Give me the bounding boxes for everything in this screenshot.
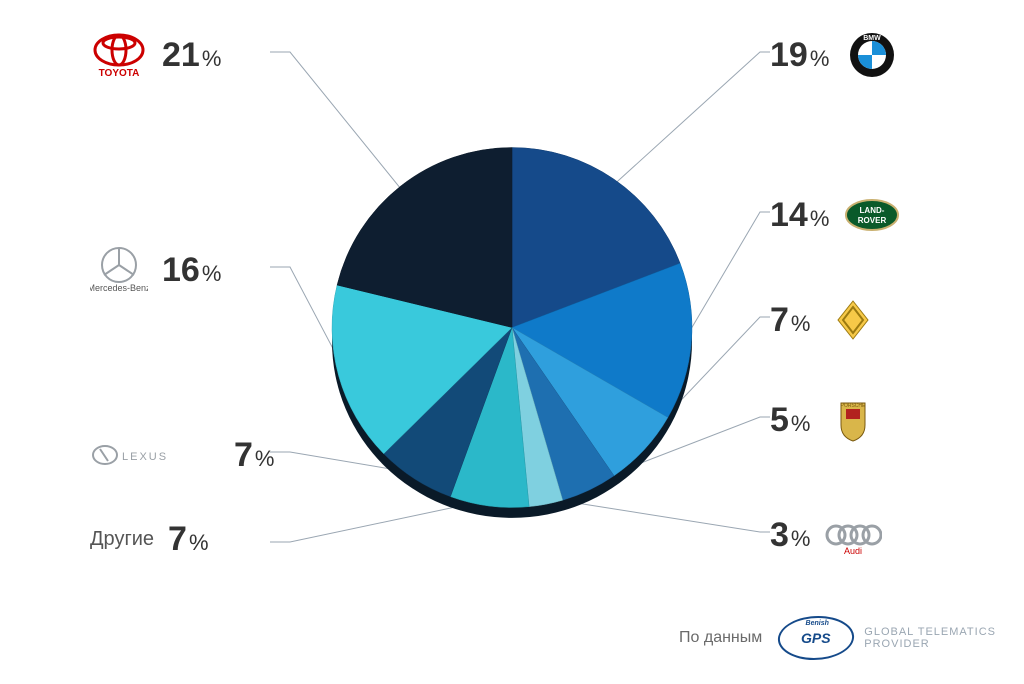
- percent-value: 5%: [770, 401, 810, 440]
- gps-badge: Benish GPS GLOBAL TELEMATICS PROVIDER: [778, 616, 996, 660]
- bmw-logo: BMW: [843, 30, 901, 80]
- footer-prefix: По данным: [679, 629, 762, 647]
- label-landrover: 14% LAND-ROVER: [770, 190, 901, 240]
- label-lexus: LEXUS 7%: [90, 430, 274, 480]
- toyota-logo-icon: TOYOTA: [90, 30, 148, 80]
- pie-chart: [302, 118, 722, 543]
- percent-value: 3%: [770, 516, 810, 555]
- percent-value: 7%: [168, 520, 208, 559]
- label-audi: 3% Audi: [770, 510, 882, 560]
- percent-value: 16%: [162, 251, 221, 290]
- label-toyota: TOYOTA 21%: [90, 30, 221, 80]
- label-other: Другие 7%: [90, 520, 209, 559]
- lexus-logo-icon: LEXUS: [90, 430, 220, 480]
- percent-value: 21%: [162, 36, 221, 75]
- mercedes-logo: Mercedes-Benz: [90, 245, 148, 295]
- svg-text:LEXUS: LEXUS: [122, 451, 168, 463]
- renault-logo: [824, 295, 882, 345]
- porsche-logo-icon: PORSCHE: [824, 395, 882, 445]
- landrover-logo: LAND-ROVER: [843, 190, 901, 240]
- svg-text:TOYOTA: TOYOTA: [99, 68, 140, 79]
- svg-text:PORSCHE: PORSCHE: [841, 403, 866, 409]
- renault-logo-icon: [824, 295, 882, 345]
- label-bmw: 19% BMW: [770, 30, 901, 80]
- svg-text:LAND-: LAND-: [860, 206, 885, 215]
- percent-value: 7%: [234, 436, 274, 475]
- porsche-logo: PORSCHE: [824, 395, 882, 445]
- toyota-logo: TOYOTA: [90, 30, 148, 80]
- lexus-logo: LEXUS: [90, 430, 220, 480]
- label-porsche: 5% PORSCHE: [770, 395, 882, 445]
- svg-text:Audi: Audi: [844, 546, 862, 556]
- percent-value: 7%: [770, 301, 810, 340]
- audi-logo-icon: Audi: [824, 510, 882, 560]
- landrover-logo-icon: LAND-ROVER: [843, 190, 901, 240]
- svg-text:Mercedes-Benz: Mercedes-Benz: [90, 283, 148, 293]
- mercedes-logo-icon: Mercedes-Benz: [90, 245, 148, 295]
- audi-logo: Audi: [824, 510, 882, 560]
- svg-text:BMW: BMW: [864, 35, 882, 42]
- bmw-logo-icon: BMW: [843, 30, 901, 80]
- gps-oval-icon: Benish GPS: [776, 616, 857, 660]
- label-mercedes: Mercedes-Benz 16%: [90, 245, 221, 295]
- provider-text: GLOBAL TELEMATICS PROVIDER: [864, 626, 996, 650]
- chart-stage: По данным Benish GPS GLOBAL TELEMATICS P…: [0, 0, 1024, 684]
- svg-text:ROVER: ROVER: [858, 216, 887, 225]
- attribution-footer: По данным Benish GPS GLOBAL TELEMATICS P…: [679, 616, 996, 660]
- label-renault: 7%: [770, 295, 882, 345]
- percent-value: 14%: [770, 196, 829, 235]
- label-text: Другие: [90, 528, 154, 551]
- percent-value: 19%: [770, 36, 829, 75]
